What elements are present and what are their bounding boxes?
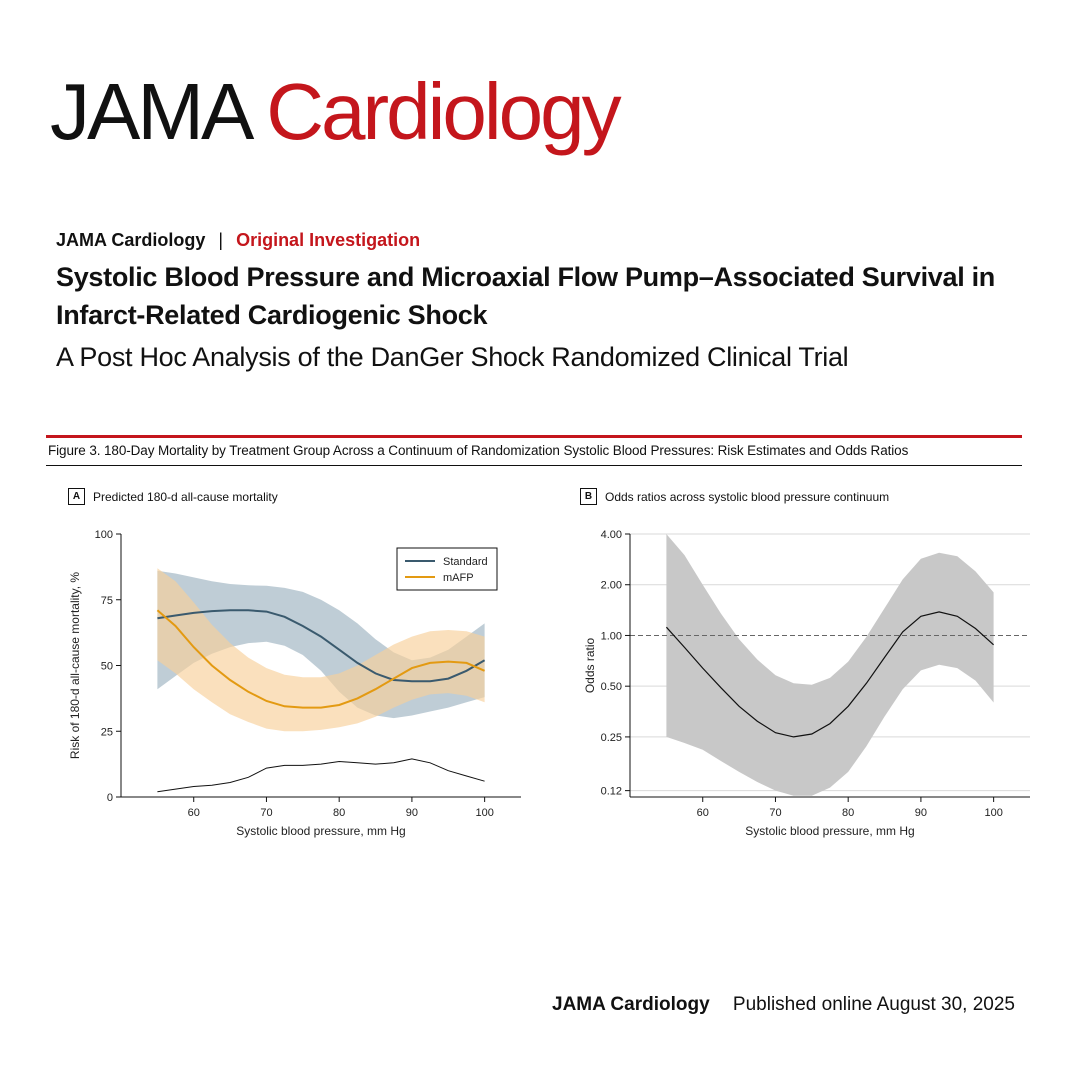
kicker-journal: JAMA Cardiology [56,230,206,250]
panel-a-label: A Predicted 180-d all-cause mortality [68,488,278,505]
article-title: Systolic Blood Pressure and Microaxial F… [56,262,995,330]
panel-b-letter: B [580,488,597,505]
kicker-article-type: Original Investigation [236,230,421,250]
figure-caption: Figure 3. 180-Day Mortality by Treatment… [48,443,909,458]
series-line-mafp [156,609,486,709]
x-axis-title: Systolic blood pressure, mm Hg [745,824,914,838]
y-axis-title: Risk of 180-d all-cause mortality, % [68,572,82,760]
density-curve [157,758,485,793]
logo-jama: JAMA [50,67,250,156]
y-tick-label: 0 [107,792,113,804]
ci-band-mafp [157,568,485,732]
figure-top-rule [46,435,1022,438]
article-subtitle: A Post Hoc Analysis of the DanGer Shock … [56,342,849,372]
y-tick-label: 0.12 [601,786,622,798]
series-line-odds-ratio [665,611,995,738]
y-tick-label: 2.00 [601,580,622,592]
footer: JAMA Cardiology Published online August … [552,994,1015,1016]
x-tick-label: 70 [769,807,781,819]
panel-a-letter: A [68,488,85,505]
x-tick-label: 60 [697,807,709,819]
x-tick-label: 100 [984,807,1002,819]
y-tick-label: 0.25 [601,732,622,744]
panel-b-title: Odds ratios across systolic blood pressu… [605,489,890,504]
x-tick-label: 100 [475,807,493,819]
footer-published: Published online August 30, 2025 [732,994,1015,1015]
article-kicker: JAMA Cardiology | Original Investigation [56,230,420,251]
kicker-separator: | [218,230,224,250]
legend-label-standard: Standard [443,556,488,568]
y-tick-label: 4.00 [601,529,622,541]
footer-journal: JAMA Cardiology [552,994,710,1015]
y-tick-label: 50 [101,661,113,673]
panel-b-label: B Odds ratios across systolic blood pres… [580,488,889,505]
x-tick-label: 90 [406,807,418,819]
y-tick-label: 1.00 [601,630,622,642]
x-tick-label: 70 [260,807,272,819]
x-tick-label: 90 [915,807,927,819]
panel-a-title: Predicted 180-d all-cause mortality [93,489,278,504]
y-axis-title: Odds ratio [583,637,597,693]
x-tick-label: 60 [188,807,200,819]
legend-label-mafp: mAFP [443,572,474,584]
ci-band-odds-ratio [666,534,994,796]
x-tick-label: 80 [842,807,854,819]
x-tick-label: 80 [333,807,345,819]
y-tick-label: 0.50 [601,681,622,693]
y-tick-label: 25 [101,726,113,738]
figure-bottom-rule [46,465,1022,466]
x-axis-title: Systolic blood pressure, mm Hg [236,824,405,838]
journal-logo: JAMA Cardiology [50,72,622,152]
legend-box [396,547,498,591]
logo-cardiology: Cardiology [266,67,621,156]
y-tick-label: 75 [101,595,113,607]
y-tick-label: 100 [95,529,113,541]
series-line-standard [157,609,486,683]
